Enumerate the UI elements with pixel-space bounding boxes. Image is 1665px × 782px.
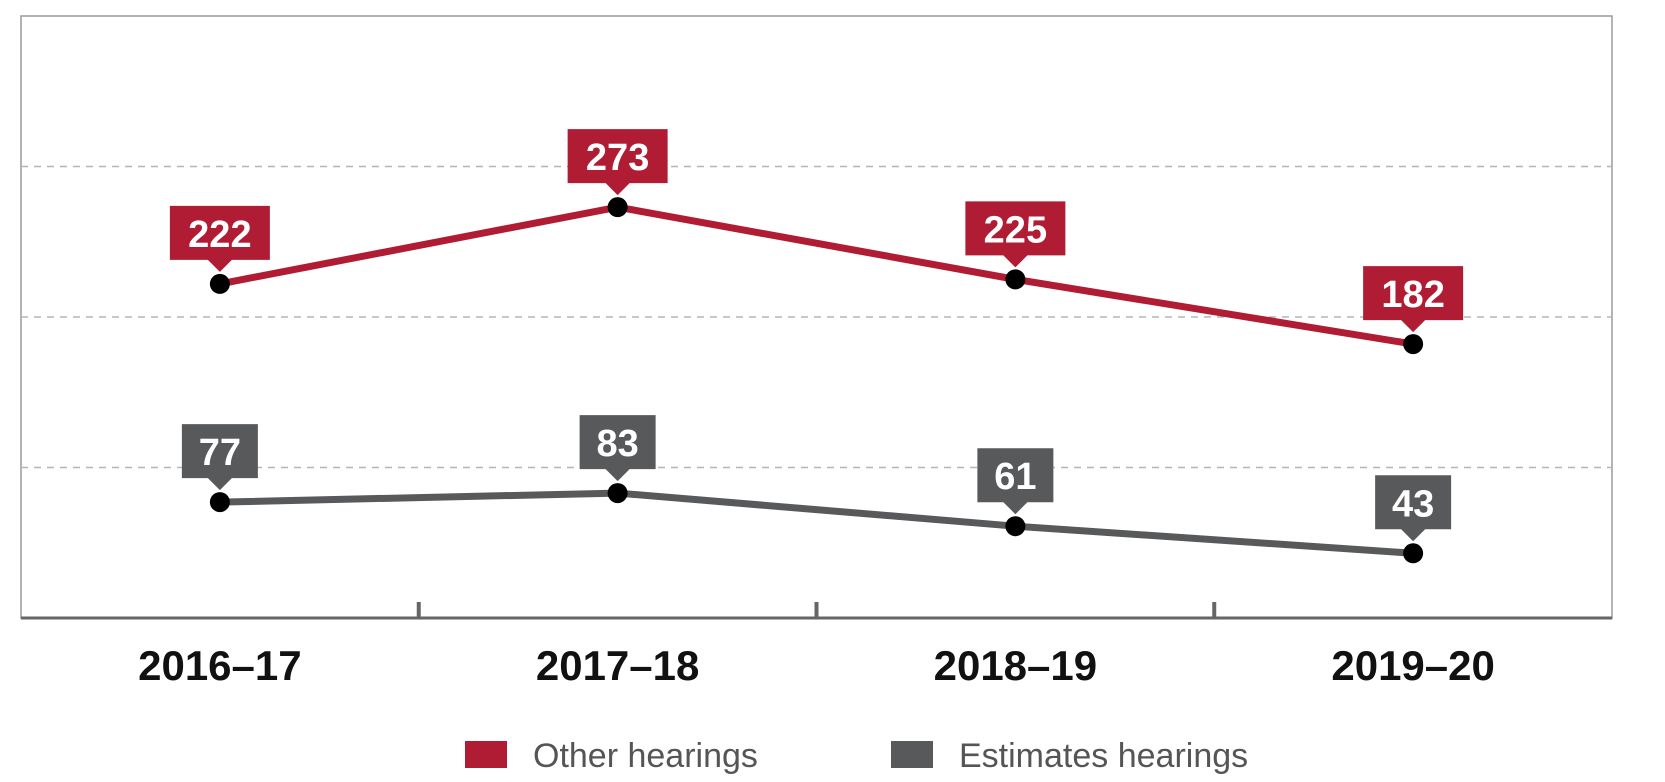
data-point — [209, 492, 230, 513]
data-point — [1403, 334, 1424, 355]
x-tick-label: 2018–19 — [934, 642, 1098, 689]
x-tick-label: 2016–17 — [138, 642, 302, 689]
data-label: 61 — [994, 456, 1036, 498]
x-tick-label: 2017–18 — [536, 642, 700, 689]
series-line — [219, 203, 1414, 348]
data-label: 77 — [199, 432, 241, 474]
data-label: 222 — [188, 214, 251, 256]
data-label: 225 — [984, 209, 1047, 251]
legend-label: Estimates hearings — [959, 737, 1248, 775]
data-label-box — [181, 424, 258, 491]
data-label: 273 — [586, 137, 649, 179]
x-tick-label: 2019–20 — [1331, 642, 1495, 689]
x-axis-ticks — [416, 602, 1217, 618]
gridlines — [21, 165, 1612, 469]
data-point — [607, 483, 628, 504]
legend-swatch — [465, 741, 507, 768]
data-point — [1005, 269, 1026, 290]
data-label-box — [1375, 475, 1452, 542]
series-1: 77 83 61 43 — [181, 415, 1452, 564]
legend-swatch — [891, 741, 933, 768]
data-label-box — [567, 129, 668, 196]
x-axis-labels: 2016–17 2017–18 2018–19 2019–20 — [138, 642, 1495, 689]
data-point — [1403, 543, 1424, 564]
series-line — [219, 489, 1414, 557]
data-label-box — [579, 415, 656, 482]
legend-label: Other hearings — [533, 737, 758, 775]
series-0: 222 273 225 182 — [169, 129, 1464, 355]
legend: Other hearings Estimates hearings — [465, 737, 1248, 775]
data-point — [607, 197, 628, 218]
data-label: 182 — [1381, 274, 1444, 316]
data-point — [209, 273, 230, 294]
data-label-box — [1363, 266, 1464, 333]
legend-item: Other hearings — [465, 737, 758, 775]
data-label: 83 — [596, 423, 638, 465]
legend-item: Estimates hearings — [891, 737, 1248, 775]
data-label-box — [977, 448, 1054, 515]
data-label-box — [965, 201, 1066, 268]
data-label-box — [169, 205, 270, 272]
series-layer: 222 273 225 182 77 83 61 43 — [169, 129, 1464, 564]
data-point — [1005, 516, 1026, 537]
data-label: 43 — [1392, 483, 1434, 525]
